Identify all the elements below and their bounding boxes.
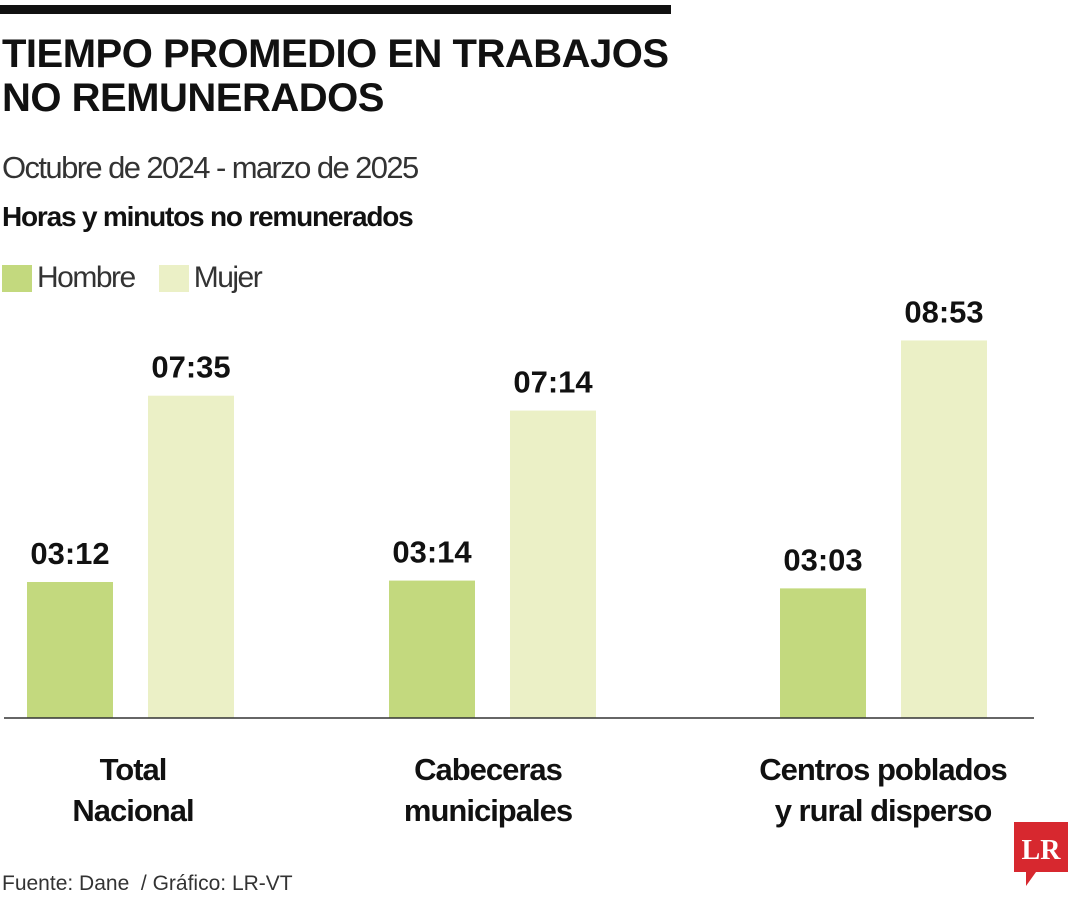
legend-item-mujer: Mujer (158, 261, 263, 295)
bar-hombre-1 (27, 582, 113, 718)
legend-swatch-mujer (158, 264, 189, 292)
category-label-2-line-2: municipales (404, 793, 572, 828)
bar-hombre-2 (389, 580, 475, 718)
data-label-mujer-1: 07:35 (151, 350, 230, 385)
data-label-mujer-3: 08:53 (904, 294, 983, 329)
category-label-3-line-2: y rural disperso (775, 793, 992, 828)
bar-mujer-2 (510, 410, 596, 718)
category-label-3-line-1: Centros poblados (759, 752, 1007, 787)
category-label-1-line-1: Total (100, 752, 167, 787)
legend-swatch-hombre (2, 264, 32, 292)
lr-logo: LR (1014, 822, 1068, 886)
bar-mujer-1 (148, 395, 234, 718)
legend-label-hombre: Hombre (37, 261, 136, 294)
legend-label-mujer: Mujer (193, 261, 263, 294)
svg-text:LR: LR (1022, 835, 1062, 866)
category-label-1-line-2: Nacional (72, 793, 193, 828)
legend: Hombre Mujer (2, 261, 285, 295)
data-label-hombre-1: 03:12 (30, 536, 109, 571)
data-label-hombre-2: 03:14 (392, 535, 472, 570)
source-note: Fuente: Dane / Gráfico: LR-VT (2, 872, 293, 895)
unit-label: Horas y minutos no remunerados (2, 201, 414, 232)
data-label-hombre-3: 03:03 (783, 542, 862, 577)
bar-hombre-3 (780, 588, 866, 718)
data-label-mujer-2: 07:14 (513, 365, 593, 400)
chart-subtitle: Octubre de 2024 - marzo de 2025 (2, 150, 419, 185)
category-label-2-line-1: Cabeceras (414, 752, 562, 787)
chart-title-line-2: NO REMUNERADOS (2, 76, 384, 120)
category-labels-group: Total Nacional Cabeceras municipales Centros… (72, 752, 1007, 828)
top-rule (0, 5, 671, 14)
chart-title: TIEMPO PROMEDIO EN TRABAJOS NO REMUNERAD… (2, 32, 762, 120)
chart-title-line-1: TIEMPO PROMEDIO EN TRABAJOS (2, 32, 669, 76)
bar-mujer-3 (901, 340, 987, 718)
bars-group: 03:12 07:35 03:14 07:14 03:03 08:53 (27, 294, 987, 718)
bar-chart: 03:12 07:35 03:14 07:14 03:03 08:53 Total Naci… (4, 294, 1034, 828)
legend-item-hombre: Hombre (2, 261, 136, 295)
